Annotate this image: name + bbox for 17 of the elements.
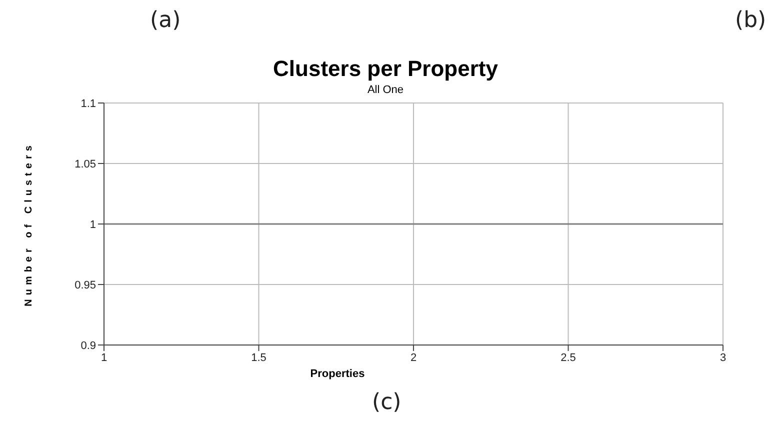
- y-tick-label: 1.05: [74, 158, 96, 170]
- text: (a): [150, 8, 181, 33]
- x-tick-label: 2: [410, 352, 417, 364]
- x-tick-label: 1: [100, 352, 108, 364]
- x-tick-label: 1.5: [251, 352, 266, 364]
- y-tick-label: 0.9: [80, 340, 96, 352]
- x-tick-label: 3: [720, 352, 726, 364]
- x-axis-title: Properties: [310, 368, 365, 380]
- x-tick-label: 2.5: [560, 352, 576, 364]
- text: (c): [372, 390, 402, 415]
- y-tick-label: 1: [90, 218, 96, 231]
- chart-subtitle: All One: [366, 84, 405, 96]
- y-tick-label: 1.1: [80, 98, 96, 110]
- chart-title: Clusters per Property: [272, 56, 499, 82]
- y-axis-title: Number of Clusters: [24, 142, 35, 306]
- y-tick-label: 0.95: [74, 279, 96, 292]
- text: (b): [735, 8, 766, 33]
